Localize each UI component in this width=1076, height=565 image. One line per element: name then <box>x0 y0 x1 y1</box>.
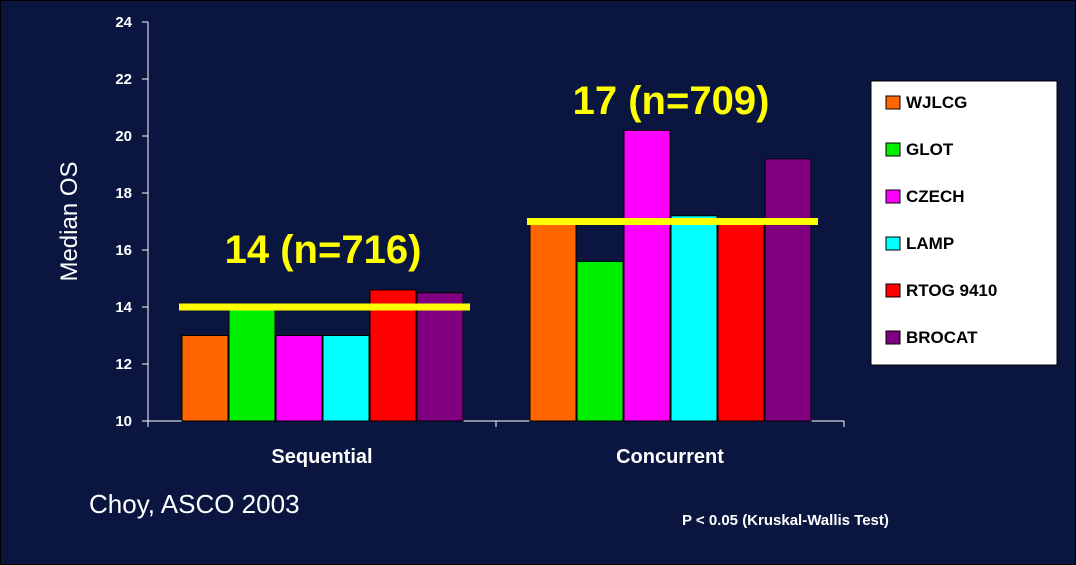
legend-entry: CZECH <box>906 187 965 206</box>
bar-czech <box>623 129 671 422</box>
x-category-label: Concurrent <box>616 446 724 468</box>
bar-glot <box>576 260 624 422</box>
legend-swatch <box>885 236 901 251</box>
legend-entry: RTOG 9410 <box>906 281 997 300</box>
y-tick-label: 12 <box>115 356 132 373</box>
legend-swatch <box>885 283 901 298</box>
legend-swatch <box>885 95 901 110</box>
y-tick-label: 22 <box>115 71 132 88</box>
source-citation: Choy, ASCO 2003 <box>89 489 300 519</box>
legend-entry: LAMP <box>906 234 954 253</box>
bar-czech <box>275 335 323 422</box>
x-category-label: Sequential <box>271 446 372 468</box>
y-tick-label: 18 <box>115 185 132 202</box>
bar-glot <box>228 309 276 422</box>
y-tick-label: 16 <box>115 242 132 259</box>
legend-swatch <box>885 330 901 345</box>
y-tick-label: 20 <box>115 128 132 145</box>
bar-lamp <box>670 215 718 422</box>
legend-entry: BROCAT <box>906 328 978 347</box>
bar-brocat <box>416 292 464 422</box>
bar-wjlcg <box>181 335 229 422</box>
y-axis-title: Median OS <box>56 161 83 281</box>
bar-lamp <box>322 335 370 422</box>
y-tick-label: 14 <box>115 299 132 316</box>
bar-brocat <box>764 158 812 422</box>
legend-box <box>870 80 1058 366</box>
bar-rtog-9410 <box>369 289 417 422</box>
y-tick-label: 24 <box>115 14 132 31</box>
legend-entry: GLOT <box>906 140 954 159</box>
bar-wjlcg <box>529 221 577 422</box>
median-annotation: 17 (n=709) <box>573 79 770 123</box>
median-annotation: 14 (n=716) <box>225 228 422 272</box>
p-value-note: P < 0.05 (Kruskal-Wallis Test) <box>682 512 889 529</box>
legend-swatch <box>885 142 901 157</box>
legend-swatch <box>885 189 901 204</box>
bar-rtog-9410 <box>717 221 765 422</box>
y-tick-label: 10 <box>115 413 132 430</box>
legend-entry: WJLCG <box>906 93 967 112</box>
